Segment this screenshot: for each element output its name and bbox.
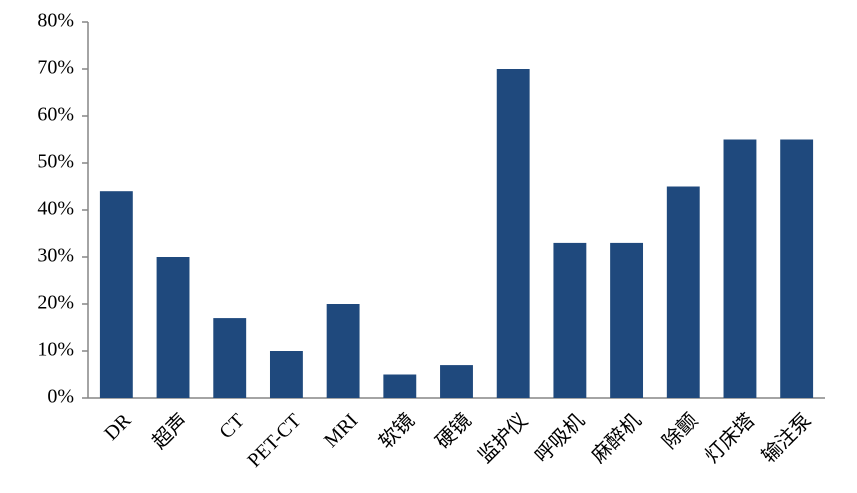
- y-tick-label: 20%: [37, 292, 74, 314]
- y-tick-label: 70%: [37, 57, 74, 79]
- x-tick-label: 硬镜: [431, 409, 476, 454]
- bar: [269, 351, 303, 398]
- bar: [440, 365, 473, 398]
- y-tick-label: 40%: [37, 198, 74, 220]
- x-tick-label: 超声: [148, 409, 193, 454]
- x-tick-label: 除颤: [658, 409, 703, 454]
- bar: [213, 318, 247, 398]
- bar: [99, 191, 133, 398]
- x-tick-label: 输注泵: [757, 409, 816, 468]
- x-tick-label: CT: [215, 410, 249, 444]
- x-tick-label: 监护仪: [474, 409, 533, 468]
- x-tick-label: 呼吸机: [530, 409, 589, 468]
- bar: [156, 257, 190, 398]
- bar: [610, 242, 644, 398]
- bar: [383, 374, 417, 398]
- y-tick-label: 80%: [37, 10, 74, 32]
- y-tick-label: 60%: [37, 104, 74, 126]
- x-tick-label: 灯床塔: [700, 409, 759, 468]
- x-tick-label: DR: [100, 409, 136, 445]
- bar: [496, 69, 530, 398]
- x-tick-label: PET-CT: [243, 410, 305, 472]
- x-tick-label: 麻醉机: [587, 409, 646, 468]
- x-tick-label: 软镜: [374, 409, 419, 454]
- y-tick-label: 30%: [37, 245, 74, 267]
- bar: [666, 186, 700, 398]
- bar: [723, 139, 757, 398]
- x-tick-label: MRI: [320, 410, 362, 452]
- y-tick-label: 10%: [37, 339, 74, 361]
- y-tick-label: 0%: [47, 386, 74, 408]
- y-tick-label: 50%: [37, 151, 74, 173]
- bar: [326, 304, 360, 398]
- bar: [780, 139, 814, 398]
- bar: [553, 242, 587, 398]
